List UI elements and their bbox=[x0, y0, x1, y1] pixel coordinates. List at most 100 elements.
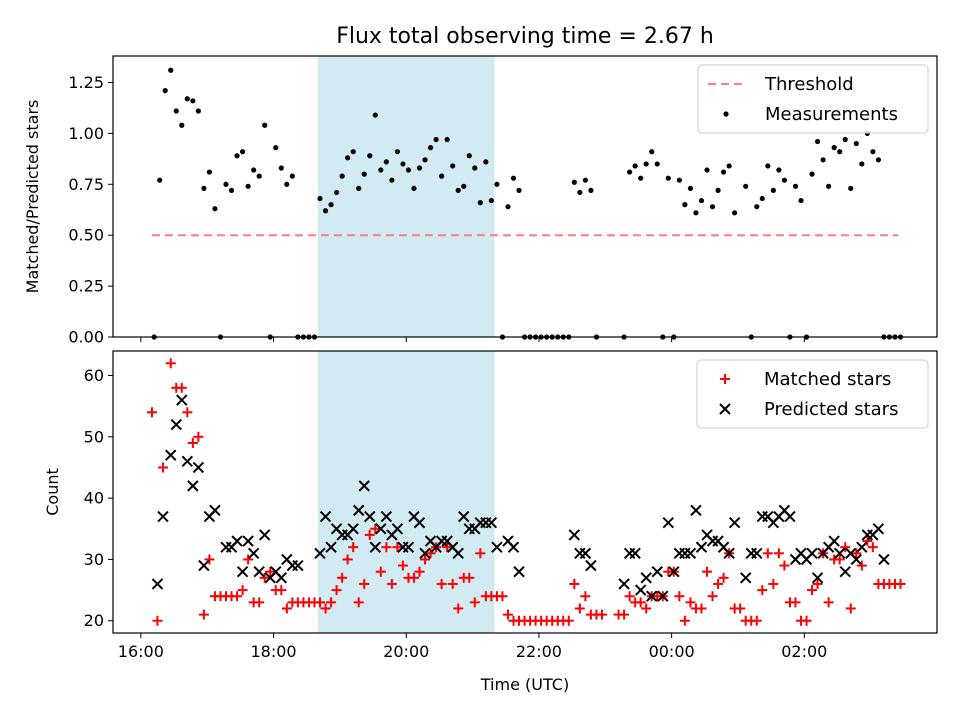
x-stroke-2 bbox=[739, 572, 752, 584]
matched-star-point bbox=[237, 585, 248, 596]
matched-star-point bbox=[326, 597, 337, 608]
predicted-star-point bbox=[347, 523, 359, 535]
predicted-star-point bbox=[247, 547, 260, 560]
measurement-point bbox=[715, 187, 721, 193]
x-stroke-2 bbox=[646, 590, 658, 602]
matched-star-point bbox=[718, 572, 729, 583]
matched-star-point bbox=[176, 382, 187, 393]
matched-star-point bbox=[563, 615, 574, 626]
legend-box bbox=[697, 64, 929, 134]
x-stroke-2 bbox=[165, 449, 177, 461]
x-stroke-2 bbox=[806, 547, 818, 560]
matched-star-point bbox=[442, 542, 453, 553]
y-tick-label: 40 bbox=[84, 489, 104, 508]
predicted-star-point bbox=[723, 547, 735, 560]
predicted-star-point bbox=[402, 541, 415, 553]
axes-frame bbox=[112, 55, 938, 338]
x-stroke-2 bbox=[424, 535, 437, 547]
predicted-star-point bbox=[176, 394, 188, 406]
predicted-star-point bbox=[253, 565, 265, 578]
x-stroke-2 bbox=[651, 565, 663, 578]
measurement-point bbox=[693, 210, 699, 216]
x-stroke-2 bbox=[358, 480, 370, 492]
measurement-point bbox=[416, 165, 423, 171]
measurement-point bbox=[466, 153, 472, 159]
measurement-point bbox=[588, 187, 594, 193]
legend-box bbox=[696, 359, 929, 429]
x-stroke-2 bbox=[784, 510, 796, 523]
predicted-star-point bbox=[878, 553, 890, 566]
matched-star-point bbox=[801, 615, 812, 626]
measurement-point bbox=[698, 197, 705, 204]
measurement-point bbox=[345, 155, 351, 161]
x-stroke-2 bbox=[364, 510, 376, 523]
predicted-star-point bbox=[568, 529, 581, 541]
x-stroke-2 bbox=[181, 455, 194, 468]
measurement-point bbox=[488, 197, 494, 204]
matched-star-point bbox=[834, 554, 845, 565]
x-stroke-2 bbox=[236, 565, 249, 578]
y-tick-label: 30 bbox=[84, 550, 104, 569]
predicted-star-point bbox=[739, 572, 752, 584]
matched-star-point bbox=[762, 548, 773, 559]
matched-star-point bbox=[569, 578, 580, 589]
predicted-star-point bbox=[690, 504, 702, 517]
predicted-star-point bbox=[314, 547, 326, 560]
x-stroke-2 bbox=[352, 504, 365, 517]
matched-star-point bbox=[845, 603, 856, 614]
axes-frame bbox=[112, 350, 938, 634]
x-stroke-2 bbox=[507, 541, 520, 553]
matched-star-point bbox=[641, 603, 652, 614]
matched-star-point bbox=[497, 591, 508, 602]
predicted-star-point bbox=[151, 578, 164, 590]
measurement-point bbox=[632, 163, 638, 169]
predicted-star-point bbox=[784, 510, 796, 523]
x-stroke-2 bbox=[413, 516, 426, 529]
x-stroke-2 bbox=[695, 541, 708, 553]
x-stroke-2 bbox=[380, 510, 393, 523]
x-stroke-2 bbox=[187, 480, 199, 492]
x-stroke-2 bbox=[795, 547, 807, 560]
predicted-star-point bbox=[806, 547, 818, 560]
x-stroke-2 bbox=[275, 572, 288, 584]
measurement-point bbox=[228, 187, 235, 193]
predicted-star-point bbox=[375, 523, 387, 535]
predicted-star-point bbox=[657, 590, 669, 602]
x-tick-label: 02:00 bbox=[781, 642, 827, 661]
matched-star-point bbox=[146, 407, 157, 418]
matched-star-point bbox=[152, 615, 163, 626]
predicted-star-point bbox=[352, 504, 365, 517]
x-stroke-2 bbox=[845, 547, 857, 560]
measurement-point bbox=[720, 169, 727, 175]
measurement-point bbox=[411, 185, 417, 191]
measurement-point bbox=[704, 167, 710, 173]
predicted-star-point bbox=[833, 547, 846, 560]
predicted-star-point bbox=[728, 516, 741, 529]
x-stroke-2 bbox=[441, 535, 453, 547]
x-stroke-2 bbox=[458, 510, 470, 523]
predicted-star-point bbox=[413, 516, 426, 529]
measurement-point bbox=[831, 145, 837, 151]
measurement-point bbox=[184, 96, 190, 102]
predicted-star-point bbox=[646, 590, 658, 602]
x-stroke-2 bbox=[391, 523, 404, 535]
predicted-star-point bbox=[662, 516, 675, 529]
x-stroke-2 bbox=[452, 547, 464, 560]
measurement-point bbox=[206, 169, 213, 175]
x-stroke-2 bbox=[717, 541, 730, 553]
measurement-point bbox=[654, 161, 660, 167]
predicted-star-point bbox=[839, 565, 851, 578]
matched-star-point bbox=[867, 542, 878, 553]
measurement-point bbox=[571, 179, 577, 185]
x-stroke-2 bbox=[668, 565, 680, 578]
matched-star-point bbox=[157, 462, 168, 473]
matched-star-point bbox=[375, 566, 386, 577]
matched-star-point bbox=[685, 597, 696, 608]
measurement-point bbox=[781, 177, 788, 183]
measurement-point bbox=[179, 122, 185, 128]
predicted-star-point bbox=[231, 535, 243, 547]
matched-star-point bbox=[596, 609, 607, 620]
matched-star-point bbox=[204, 554, 215, 565]
measurement-point bbox=[726, 163, 732, 169]
